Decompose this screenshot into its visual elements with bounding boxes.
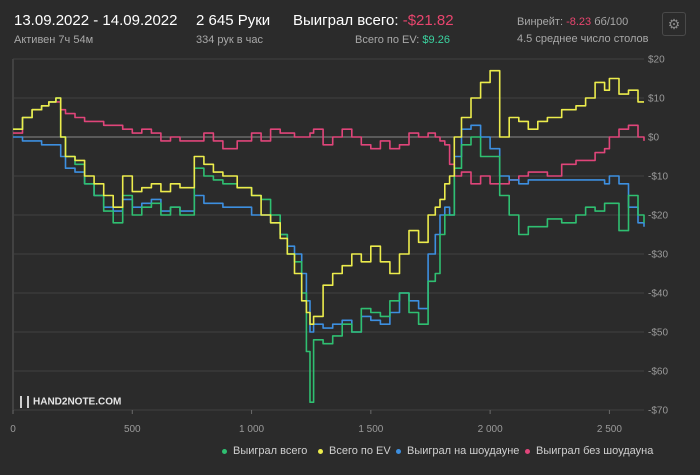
x-tick-label: 1 000 <box>239 424 264 435</box>
legend-item-non-showdown[interactable]: Выиграл без шоудауна <box>525 445 653 457</box>
legend-marker <box>318 448 323 454</box>
active-time: Активен 7ч 54м <box>14 34 94 46</box>
y-tick-label: $10 <box>648 94 665 105</box>
won-total-value: -$21.82 <box>402 12 454 29</box>
y-tick-label: -$20 <box>648 211 668 222</box>
legend-marker <box>222 448 227 454</box>
series-ev <box>13 69 644 325</box>
series-won-total <box>13 97 645 403</box>
date-range: 13.09.2022 - 14.09.2022 <box>14 12 178 29</box>
gear-icon[interactable]: ⚙ <box>662 12 686 36</box>
x-tick-label: 500 <box>124 424 141 435</box>
winrate-label: Винрейт: <box>517 16 564 28</box>
legend-label: Выиграл без шоудауна <box>536 445 654 457</box>
legend-label: Всего по EV <box>329 445 391 457</box>
y-tick-label: -$10 <box>648 172 668 183</box>
winrate-summary: Винрейт: -8.23 бб/100 <box>517 16 628 28</box>
ev-total-value: $9.26 <box>422 34 450 46</box>
hands-per-hour: 334 рук в час <box>196 34 264 46</box>
hand2note-logo-icon <box>20 396 29 408</box>
x-tick-label: 0 <box>10 424 16 435</box>
y-tick-label: -$40 <box>648 289 668 300</box>
y-tick-label: $0 <box>648 133 660 144</box>
legend-marker <box>396 448 401 454</box>
ev-total-label: Всего по EV: <box>355 34 420 46</box>
y-tick-label: -$50 <box>648 328 668 339</box>
series-showdown <box>13 124 645 333</box>
won-total-summary: Выиграл всего: -$21.82 <box>293 12 454 29</box>
y-axis: $20 $10 $0 -$10 -$20 -$30 -$40 -$50 -$60 -$70 <box>648 55 668 417</box>
legend-marker <box>525 448 530 454</box>
legend-label: Выиграл всего <box>233 445 308 457</box>
y-tick-label: -$60 <box>648 367 668 378</box>
watermark: HAND2NOTE.COM <box>20 396 121 408</box>
legend-item-showdown[interactable]: Выиграл на шоудауне <box>396 445 519 457</box>
x-axis: 0 500 1 000 1 500 2 000 2 500 <box>10 410 622 435</box>
ev-total-summary: Всего по EV: $9.26 <box>355 34 450 46</box>
winrate-suffix: бб/100 <box>594 16 629 28</box>
series-non-showdown <box>13 101 645 185</box>
x-tick-label: 2 000 <box>478 424 503 435</box>
y-tick-label: -$70 <box>648 406 668 417</box>
hands-count: 2 645 Руки <box>196 12 271 29</box>
winrate-value: -8.23 <box>566 16 592 28</box>
x-tick-label: 2 500 <box>597 424 622 435</box>
legend-item-won-total[interactable]: Выиграл всего <box>222 445 307 457</box>
legend-item-ev[interactable]: Всего по EV <box>318 445 391 457</box>
y-tick-label: -$30 <box>648 250 668 261</box>
watermark-text: HAND2NOTE.COM <box>33 396 122 408</box>
x-tick-label: 1 500 <box>358 424 383 435</box>
won-total-label: Выиграл всего: <box>293 12 399 29</box>
y-tick-label: $20 <box>648 55 665 66</box>
series-lines <box>13 69 645 403</box>
legend-label: Выиграл на шоудауне <box>407 445 520 457</box>
grid-lines <box>12 58 644 411</box>
avg-tables: 4.5 среднее число столов <box>517 33 649 45</box>
